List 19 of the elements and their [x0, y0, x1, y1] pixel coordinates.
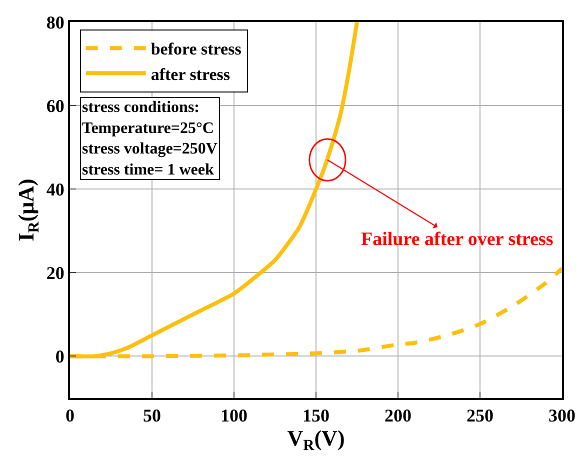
y-tick-label: 80 [46, 12, 64, 32]
annotation: Temperature=25°C [82, 120, 214, 137]
y-tick-label: 60 [46, 96, 64, 116]
y-tick-label: 0 [55, 346, 64, 367]
annotation: Failure after over stress [361, 229, 554, 250]
x-axis-title: V$_{R}$(V) [287, 426, 345, 454]
y-tick-label: 40 [46, 179, 64, 200]
x-tick-label: 100 [220, 406, 248, 426]
x-tick-label: 200 [384, 406, 412, 426]
x-tick-label: 250 [466, 406, 494, 426]
annotation: stress voltage=250V [82, 140, 218, 158]
annotation: stress time= 1 week [82, 161, 214, 178]
annotation: stress conditions: [82, 99, 200, 116]
legend-label: after stress [150, 64, 230, 84]
legend-label: before stress [150, 40, 242, 59]
x-tick-label: 150 [302, 406, 330, 426]
x-tick-label: 50 [143, 406, 161, 426]
y-tick-label: 20 [46, 262, 64, 283]
x-tick-label: 300 [548, 406, 576, 426]
